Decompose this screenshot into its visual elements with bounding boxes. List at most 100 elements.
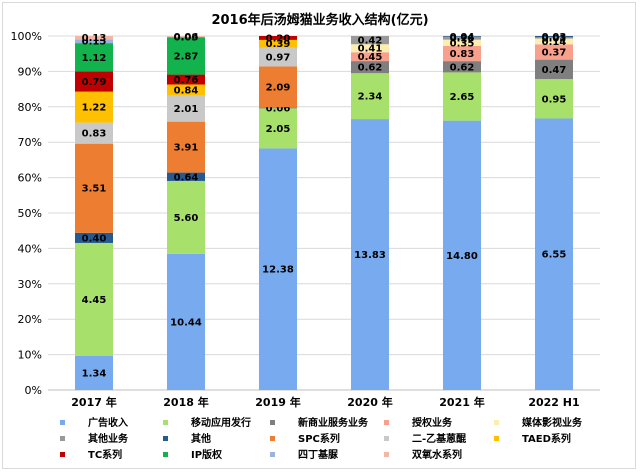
data-label: 1.12 (82, 53, 107, 64)
legend-swatch (60, 420, 65, 425)
legend-swatch (384, 452, 389, 457)
bar-segment (75, 122, 113, 144)
y-tick-label: 30% (18, 278, 42, 291)
legend-label: 广告收入 (88, 416, 128, 429)
x-tick-label: 2022 H1 (528, 396, 579, 409)
legend-label: 二-乙基蒽醌 (412, 432, 466, 445)
data-label: 0.39 (266, 39, 291, 50)
legend-swatch (494, 420, 499, 425)
y-tick-label: 70% (18, 136, 42, 149)
data-label: 1.34 (82, 368, 107, 379)
legend-label: IP版权 (191, 448, 223, 461)
x-tick-label: 2018 年 (163, 395, 208, 409)
bar-segment (75, 71, 113, 92)
legend-label: 授权业务 (412, 416, 453, 429)
legend-swatch (270, 436, 275, 441)
data-label: 0.03 (542, 32, 567, 43)
bar-segment (443, 120, 481, 391)
y-tick-label: 0% (25, 384, 42, 397)
data-label: 0.14 (542, 37, 567, 48)
bar-segment (167, 121, 205, 173)
bar-segment (351, 119, 389, 390)
data-label: 13.83 (354, 250, 386, 261)
data-label: 2.34 (358, 92, 383, 103)
bar-segment (443, 36, 481, 40)
data-label: 0.41 (358, 44, 383, 55)
bar-segment (259, 36, 297, 40)
y-tick-label: 90% (18, 65, 42, 78)
bar-segment (351, 61, 389, 74)
bar-segment (167, 95, 205, 122)
legend-swatch (163, 452, 168, 457)
data-label: 3.51 (82, 184, 107, 195)
x-tick-label: 2017 年 (71, 395, 116, 409)
data-label: 5.60 (174, 213, 199, 224)
data-label: 0.97 (266, 52, 291, 63)
legend-label: TAED系列 (522, 432, 571, 445)
data-label: 0.84 (174, 85, 199, 96)
data-label: 14.80 (446, 251, 478, 262)
data-label: 2.65 (450, 92, 475, 103)
legend-label: 四丁基脲 (298, 448, 338, 461)
data-label: 0.64 (174, 172, 199, 183)
legend-swatch (163, 420, 168, 425)
y-tick-label: 100% (11, 30, 42, 43)
data-label: 2.05 (266, 124, 291, 135)
data-label: 0.20 (266, 33, 291, 44)
legend-swatch (163, 436, 168, 441)
bar-segment (535, 59, 573, 80)
y-tick-label: 20% (18, 313, 42, 326)
legend-swatch (270, 452, 275, 457)
bar-segment (75, 242, 113, 356)
data-label: 0.13 (82, 33, 107, 44)
data-label: 0.03 (542, 33, 567, 44)
legend-label: 双氧水系列 (412, 448, 462, 461)
data-label: 0.79 (82, 77, 107, 88)
bar-segment (167, 37, 205, 75)
bar-segment (259, 39, 297, 48)
bar-segment (351, 73, 389, 120)
data-label: 0.37 (542, 47, 567, 58)
bar-segment (535, 37, 573, 39)
data-label: 12.38 (262, 265, 294, 276)
data-label: 0.03 (174, 32, 199, 43)
bar-segment (167, 180, 205, 254)
data-label: 0.95 (542, 94, 567, 105)
data-label: 0.47 (542, 65, 567, 76)
bar-segment (167, 253, 205, 390)
legend-swatch (60, 452, 65, 457)
bar-segment (535, 38, 573, 45)
bar-segment (75, 91, 113, 123)
legend-swatch (384, 420, 389, 425)
bar-segment (259, 47, 297, 67)
bar-segment (259, 148, 297, 390)
bar-segment (75, 43, 113, 72)
bar-segment (443, 39, 481, 47)
bar-segment (75, 355, 113, 390)
y-tick-label: 50% (18, 207, 42, 220)
legend-swatch (384, 436, 389, 441)
x-tick-label: 2019 年 (255, 395, 300, 409)
legend-label: 移动应用发行 (191, 416, 251, 429)
bar-segment (351, 44, 389, 53)
data-label: 0.06 (266, 103, 291, 114)
data-label: 0.83 (450, 49, 475, 60)
data-label: 0.45 (358, 52, 383, 63)
bar-segment (167, 74, 205, 85)
legend-swatch (494, 436, 499, 441)
legend-label: 媒体影视业务 (521, 416, 583, 429)
data-label: 0.62 (450, 62, 475, 73)
bar-segment (535, 79, 573, 119)
bar-segment (75, 39, 113, 44)
chart-title: 2016年后汤姆猫业务收入结构(亿元) (211, 13, 429, 28)
bar-segment (167, 172, 205, 181)
legend-swatch (270, 420, 275, 425)
data-label: 6.55 (542, 250, 567, 261)
bar-segment (259, 108, 297, 149)
bar-segment (259, 107, 297, 109)
data-label: 0.15 (82, 37, 107, 48)
data-label: 0.76 (174, 75, 199, 86)
bar-segment (259, 66, 297, 108)
legend-label: 新商业服务业务 (298, 416, 369, 429)
